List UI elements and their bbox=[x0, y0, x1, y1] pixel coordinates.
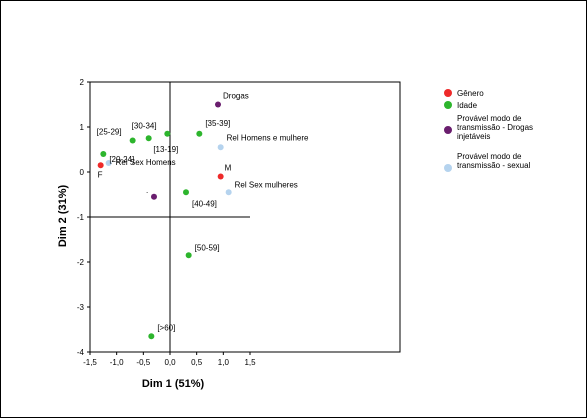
data-point bbox=[97, 162, 104, 169]
legend-marker bbox=[444, 101, 452, 109]
data-points bbox=[97, 101, 232, 340]
x-tick-label: 1,5 bbox=[244, 358, 256, 367]
legend-entry-text: injetáveis bbox=[457, 132, 490, 141]
data-point bbox=[129, 137, 136, 144]
point-label: [20-24] bbox=[109, 155, 134, 164]
point-label: . bbox=[146, 186, 148, 195]
y-tick-label: 0 bbox=[80, 168, 85, 177]
data-point bbox=[145, 135, 152, 142]
data-point bbox=[217, 144, 224, 151]
data-point bbox=[225, 189, 232, 196]
legend-entry-text: Provável modo de bbox=[457, 152, 522, 161]
data-point bbox=[217, 173, 224, 180]
data-point bbox=[105, 160, 112, 166]
data-point bbox=[185, 252, 192, 259]
x-axis-ticks: -1,5 -1,0 -0,5 0,0 0,5 1,0 1,5 bbox=[83, 352, 256, 367]
x-tick-label: -1,0 bbox=[110, 358, 124, 367]
data-point bbox=[215, 101, 221, 108]
y-tick-label: -4 bbox=[77, 348, 85, 357]
x-tick-label: 0,5 bbox=[191, 358, 203, 367]
point-label: Rel Sex mulheres bbox=[235, 180, 298, 189]
x-tick-label: 0,0 bbox=[164, 358, 176, 367]
y-tick-label: -2 bbox=[77, 258, 85, 267]
point-label: F bbox=[98, 170, 103, 179]
x-axis-label: Dim 1 (51%) bbox=[142, 378, 205, 390]
legend-entry-text: Provável modo de bbox=[457, 114, 522, 123]
legend-entry-text: transmissão - sexual bbox=[457, 161, 531, 170]
y-tick-label: -3 bbox=[77, 303, 85, 312]
legend-marker bbox=[444, 89, 452, 97]
point-label: [>60] bbox=[157, 323, 175, 332]
point-label: [30-34] bbox=[132, 121, 157, 130]
data-point bbox=[196, 130, 203, 137]
x-tick-label: -0,5 bbox=[136, 358, 150, 367]
point-label: [25-29] bbox=[97, 128, 122, 137]
legend-entry-text: Gênero bbox=[457, 89, 484, 98]
legend-entry-text: transmissão - Drogas bbox=[457, 123, 533, 132]
data-point bbox=[183, 189, 189, 196]
data-point bbox=[164, 130, 171, 137]
y-tick-label: 1 bbox=[80, 123, 85, 132]
legend-marker bbox=[444, 126, 452, 134]
y-axis-ticks: 2 1 0 -1 -2 -3 -4 bbox=[77, 78, 90, 357]
x-tick-label: -1,5 bbox=[83, 358, 97, 367]
point-label: Rel Homens e mulhere bbox=[227, 133, 309, 142]
point-label: [50-59] bbox=[195, 243, 220, 252]
y-axis-label: Dim 2 (31%) bbox=[57, 184, 69, 247]
point-label: [40-49] bbox=[192, 199, 217, 208]
legend-marker bbox=[444, 164, 452, 172]
point-label: M bbox=[225, 164, 232, 173]
point-labels: F M [20-24] [25-29] [30-34] [13-19] [35-39] [40… bbox=[97, 92, 309, 333]
point-label: [35-39] bbox=[205, 119, 230, 128]
x-tick-label: 1,0 bbox=[218, 358, 230, 367]
y-tick-label: -1 bbox=[77, 213, 85, 222]
reference-lines bbox=[90, 82, 250, 352]
y-tick-label: 2 bbox=[80, 78, 85, 87]
point-label: Rel Sex Homens bbox=[116, 158, 176, 167]
data-point bbox=[100, 151, 107, 157]
data-point bbox=[151, 193, 157, 200]
legend-entry-text: Idade bbox=[457, 101, 478, 110]
data-point bbox=[148, 333, 155, 340]
point-label: Drogas bbox=[223, 92, 249, 101]
point-label: [13-19] bbox=[153, 145, 178, 154]
